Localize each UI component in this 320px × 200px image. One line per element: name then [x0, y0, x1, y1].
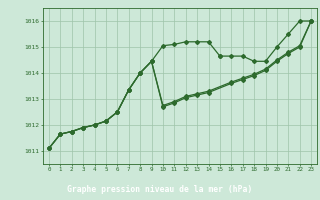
Text: Graphe pression niveau de la mer (hPa): Graphe pression niveau de la mer (hPa) — [68, 185, 252, 194]
